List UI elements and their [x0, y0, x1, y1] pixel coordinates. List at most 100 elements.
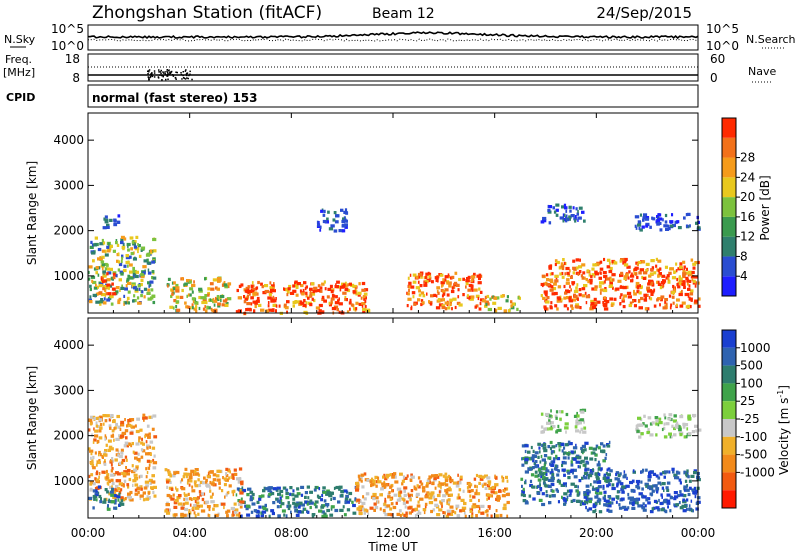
heat-cell: [142, 491, 146, 495]
heat-cell: [561, 205, 566, 209]
heat-cell: [182, 502, 186, 506]
heat-cell: [645, 498, 649, 502]
nave-point: [184, 70, 187, 72]
heat-cell: [185, 475, 188, 479]
heat-cell: [108, 479, 111, 483]
heat-cell: [630, 274, 635, 278]
heat-cell: [120, 272, 124, 276]
heat-cell: [386, 504, 391, 508]
heat-cell: [296, 487, 300, 491]
heat-cell: [570, 288, 572, 292]
heat-cell: [537, 474, 540, 478]
heat-cell: [591, 273, 595, 277]
heat-cell: [649, 422, 653, 426]
heat-cell: [297, 510, 302, 514]
heat-cell: [690, 509, 693, 513]
heat-cell: [153, 454, 156, 458]
heat-cell: [611, 273, 616, 277]
heat-cell: [479, 302, 482, 306]
heat-cell: [447, 273, 450, 277]
heat-cell: [104, 453, 108, 457]
heat-cell: [125, 256, 131, 260]
heat-cell: [645, 269, 648, 273]
heat-cell: [584, 465, 587, 470]
heat-cell: [482, 299, 487, 303]
heat-cell: [88, 270, 90, 275]
heat-cell: [373, 502, 377, 506]
heat-cell: [93, 243, 98, 247]
heat-cell: [596, 493, 599, 497]
nave-point: [180, 72, 182, 74]
heat-cell: [223, 281, 226, 285]
heat-cell: [89, 422, 93, 426]
heat-cell: [306, 510, 310, 514]
heat-cell: [145, 253, 151, 257]
heat-cell: [667, 505, 669, 509]
heat-cell: [125, 254, 129, 258]
heat-cell: [537, 442, 541, 446]
heat-cell: [443, 482, 447, 486]
heat-cell: [346, 310, 350, 314]
heat-cell: [328, 303, 332, 307]
heat-cell: [556, 299, 560, 303]
heat-cell: [174, 513, 178, 517]
heat-cell: [541, 443, 544, 447]
heat-cell: [297, 505, 301, 509]
heat-cell: [435, 306, 441, 310]
heat-cell: [474, 484, 477, 488]
heat-cell: [548, 414, 552, 418]
heat-cell: [564, 500, 567, 504]
heat-cell: [494, 483, 499, 487]
heat-cell: [184, 301, 187, 305]
heat-cell: [467, 288, 472, 292]
heat-cell: [352, 503, 356, 508]
heat-cell: [122, 268, 127, 273]
heat-cell: [691, 270, 695, 275]
nave-point: [153, 70, 156, 72]
heat-cell: [556, 464, 559, 468]
heat-cell: [678, 431, 682, 435]
heat-cell: [234, 508, 239, 512]
heat-cell: [122, 484, 125, 488]
heat-cell: [144, 435, 146, 439]
heat-cell: [207, 287, 211, 291]
heat-cell: [328, 494, 333, 498]
heat-cell: [570, 214, 575, 218]
heat-cell: [581, 294, 586, 298]
heat-cell: [604, 456, 607, 460]
nave-point: [161, 79, 163, 81]
heat-cell: [576, 493, 580, 497]
heat-cell: [611, 278, 615, 282]
heat-cell: [486, 497, 488, 501]
heat-cell: [357, 507, 362, 511]
heat-cell: [478, 276, 481, 281]
heat-cell: [137, 490, 140, 495]
heat-cell: [562, 482, 567, 486]
heat-cell: [109, 426, 112, 430]
heat-cell: [382, 485, 387, 489]
heat-cell: [222, 476, 224, 480]
heat-cell: [268, 293, 272, 297]
heat-cell: [104, 262, 108, 267]
heat-cell: [692, 262, 697, 266]
heat-cell: [357, 293, 361, 297]
heat-cell: [580, 410, 585, 414]
heat-cell: [389, 485, 392, 489]
heat-cell: [313, 289, 318, 293]
heat-cell: [541, 274, 546, 278]
heat-cell: [616, 490, 619, 494]
heat-cell: [216, 297, 220, 301]
heat-cell: [133, 286, 137, 290]
heat-cell: [149, 460, 152, 464]
heat-cell: [476, 485, 478, 489]
heat-cell: [558, 448, 561, 452]
heat-cell: [650, 493, 653, 497]
heat-cell: [640, 285, 643, 289]
heat-cell: [314, 486, 317, 490]
heat-cell: [405, 514, 408, 518]
heat-cell: [95, 416, 101, 420]
heat-cell: [688, 479, 692, 483]
heat-cell: [578, 288, 582, 292]
heat-cell: [350, 283, 355, 287]
heat-cell: [127, 419, 132, 423]
